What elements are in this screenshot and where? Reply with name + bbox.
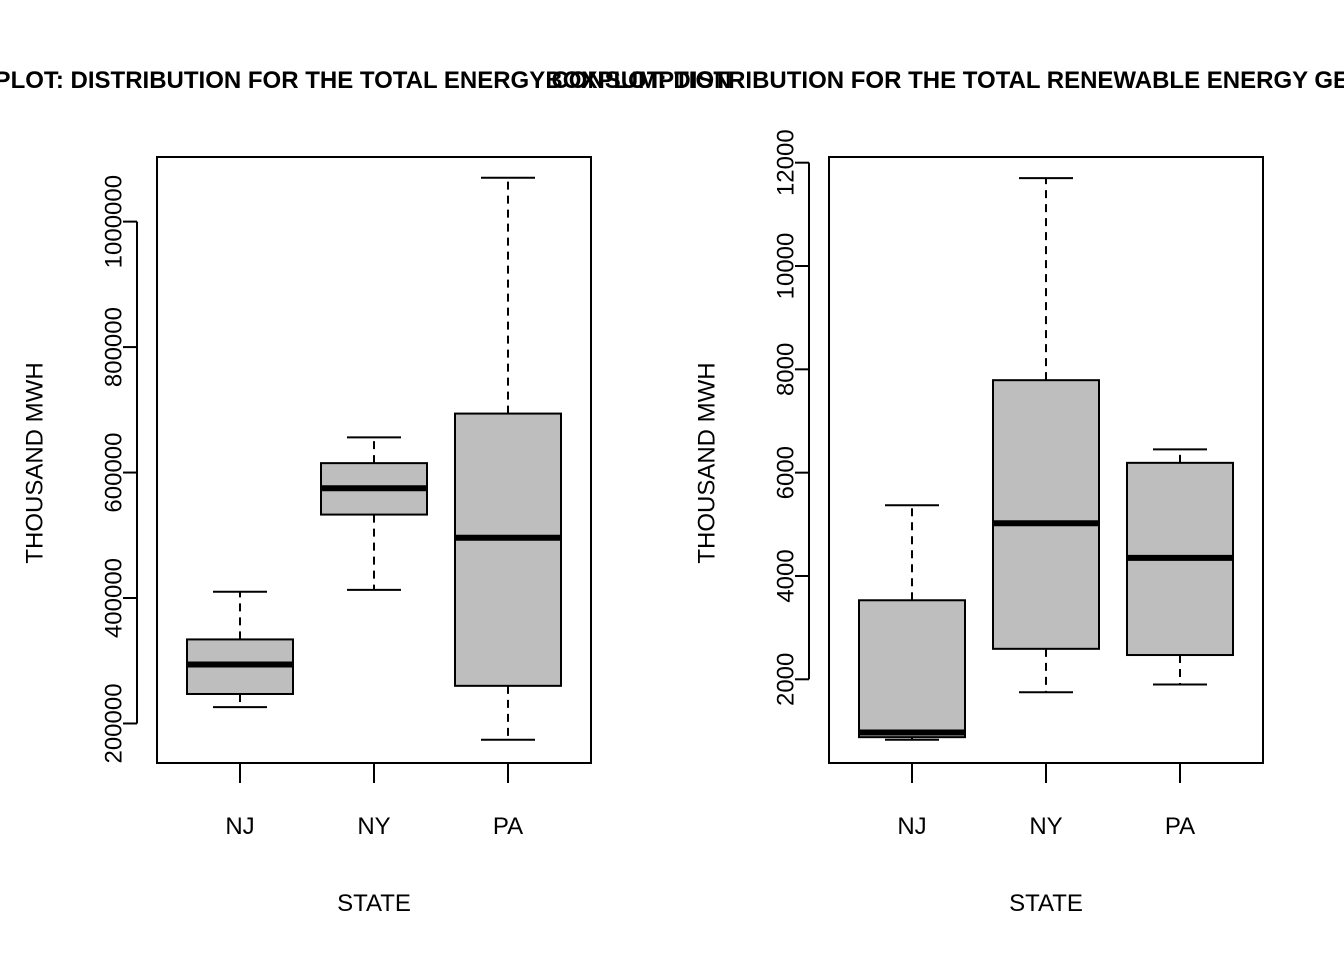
- y-tick-label: 2000: [772, 653, 799, 706]
- iqr-box: [454, 412, 562, 687]
- chart-title: BOXPLOT: DISTRIBUTION FOR THE TOTAL RENE…: [545, 67, 1344, 94]
- y-tick-label: 10000: [772, 233, 799, 300]
- chart-title: BOXPLOT: DISTRIBUTION FOR THE TOTAL ENER…: [0, 67, 731, 94]
- box-nj: [186, 590, 294, 709]
- y-axis-label: THOUSAND MWH: [693, 362, 720, 563]
- x-tick-label: NY: [1029, 813, 1062, 840]
- y-tick-label: 400000: [100, 558, 127, 638]
- x-tick-label: NJ: [225, 813, 254, 840]
- x-axis-label: STATE: [337, 890, 411, 917]
- y-tick-label: 600000: [100, 432, 127, 512]
- y-tick-label: 800000: [100, 307, 127, 387]
- y-tick-label: 1000000: [100, 175, 127, 268]
- y-tick-label: 12000: [772, 129, 799, 196]
- box-nj: [858, 504, 966, 741]
- box-ny: [992, 177, 1100, 694]
- x-tick-label: NJ: [897, 813, 926, 840]
- box-pa: [1126, 448, 1234, 686]
- x-tick-label: PA: [1165, 813, 1195, 840]
- y-tick-label: 4000: [772, 549, 799, 602]
- iqr-box: [992, 379, 1100, 650]
- y-axis-label: THOUSAND MWH: [21, 362, 48, 563]
- chart-panel-2: BOXPLOT: DISTRIBUTION FOR THE TOTAL RENE…: [545, 67, 1344, 917]
- x-tick-label: NY: [357, 813, 390, 840]
- box-ny: [320, 436, 428, 591]
- chart-panel-1: BOXPLOT: DISTRIBUTION FOR THE TOTAL ENER…: [0, 67, 731, 917]
- y-tick-label: 6000: [772, 446, 799, 499]
- box-pa: [454, 176, 562, 741]
- y-tick-label: 8000: [772, 343, 799, 396]
- iqr-box: [858, 599, 966, 739]
- x-tick-label: PA: [493, 813, 523, 840]
- y-tick-label: 200000: [100, 683, 127, 763]
- x-axis-label: STATE: [1009, 890, 1083, 917]
